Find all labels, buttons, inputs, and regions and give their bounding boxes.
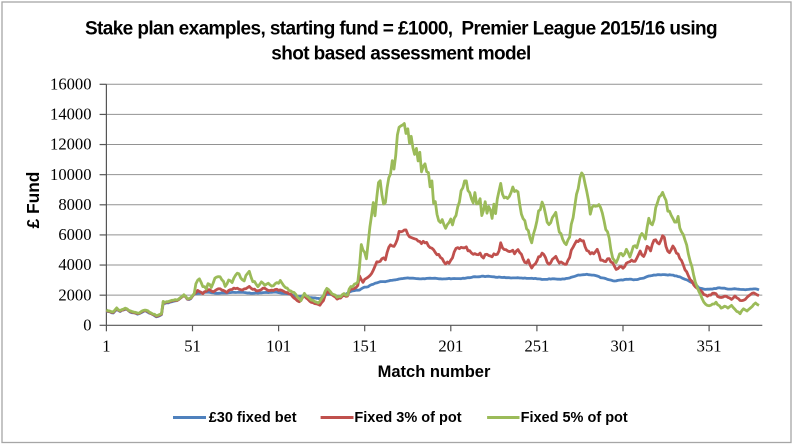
svg-text:Fixed 5% of pot: Fixed 5% of pot [521,410,628,426]
svg-text:201: 201 [438,337,463,356]
svg-text:251: 251 [524,337,549,356]
svg-text:2000: 2000 [58,285,91,304]
svg-text:10000: 10000 [50,165,91,184]
svg-text:14000: 14000 [50,105,91,124]
svg-text:101: 101 [266,337,291,356]
svg-text:51: 51 [184,337,201,356]
svg-text:Match number: Match number [378,363,491,381]
svg-text:Stake plan examples, starting: Stake plan examples, starting fund = £10… [85,18,717,39]
svg-text:351: 351 [697,337,722,356]
svg-text:301: 301 [611,337,636,356]
svg-text:£ Fund: £ Fund [23,172,43,229]
svg-text:12000: 12000 [50,135,91,154]
svg-text:1: 1 [102,337,110,356]
svg-text:shot based assessment model: shot based assessment model [271,43,530,64]
svg-text:4000: 4000 [58,255,91,274]
svg-text:6000: 6000 [58,225,91,244]
svg-text:0: 0 [83,315,91,334]
svg-text:£30 fixed bet: £30 fixed bet [209,410,297,426]
svg-text:16000: 16000 [50,74,91,93]
svg-text:8000: 8000 [58,195,91,214]
svg-text:151: 151 [352,337,377,356]
svg-text:Fixed 3% of pot: Fixed 3% of pot [354,410,461,426]
